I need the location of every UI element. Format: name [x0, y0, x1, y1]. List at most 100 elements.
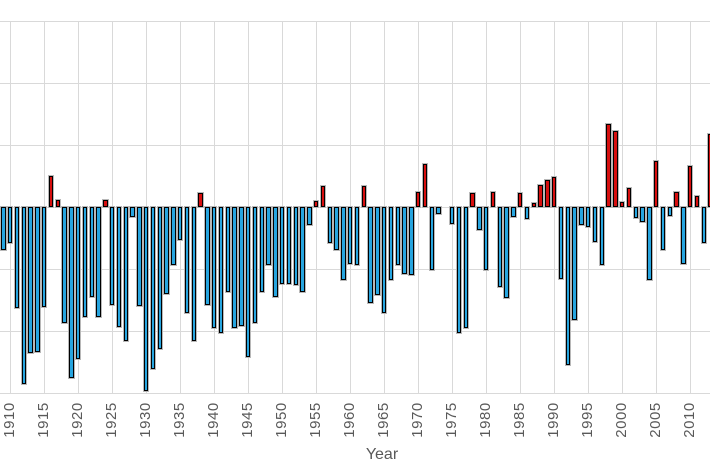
- bar-1991: [557, 205, 565, 280]
- x-tick-label-1950: 1950: [273, 402, 291, 438]
- vertical-gridline: [486, 21, 488, 393]
- bar-1979: [476, 205, 483, 232]
- bar-1967: [394, 205, 402, 267]
- bar-1914: [34, 205, 41, 353]
- x-tick-label-1995: 1995: [579, 402, 597, 438]
- vertical-gridline: [180, 21, 182, 393]
- bar-1913: [27, 205, 34, 354]
- bar-2004: [646, 205, 653, 281]
- bar-1959: [340, 205, 347, 281]
- bar-1983: [503, 205, 510, 300]
- bar-1966: [387, 205, 395, 281]
- x-axis-title: Year: [365, 446, 399, 463]
- vertical-gridline: [214, 21, 216, 393]
- bar-2002: [632, 205, 640, 219]
- vertical-gridline: [350, 21, 352, 393]
- bar-1995: [584, 205, 592, 228]
- bar-1999: [612, 130, 619, 208]
- bar-1932: [156, 205, 164, 351]
- bar-1916: [47, 175, 55, 208]
- bar-1980: [482, 205, 490, 271]
- bar-1928: [129, 205, 136, 218]
- x-tick-label-1975: 1975: [443, 402, 461, 438]
- bar-1939: [204, 205, 211, 306]
- bar-1912: [20, 205, 28, 385]
- bar-1956: [319, 184, 327, 208]
- bar-2007: [666, 205, 674, 217]
- horizontal-gridline: [0, 145, 710, 146]
- bar-1992: [564, 205, 572, 367]
- bar-1911: [13, 205, 21, 310]
- bar-1952: [292, 205, 300, 286]
- bar-1970: [414, 191, 422, 208]
- bar-1915: [40, 205, 48, 309]
- bar-1925: [108, 205, 116, 306]
- bar-1954: [306, 205, 313, 227]
- bar-1963: [367, 205, 374, 305]
- bar-1985: [516, 192, 524, 208]
- x-tick-label-1920: 1920: [69, 402, 87, 438]
- vertical-gridline: [588, 21, 590, 393]
- bar-1988: [537, 183, 544, 208]
- bar-1965: [380, 205, 388, 315]
- bar-1936: [183, 205, 191, 315]
- bar-1931: [149, 205, 157, 371]
- horizontal-gridline: [0, 392, 710, 394]
- bar-1946: [251, 205, 259, 325]
- bar-1934: [170, 205, 177, 267]
- x-tick-label-1935: 1935: [171, 402, 189, 438]
- bar-1975: [448, 205, 456, 226]
- bar-1984: [510, 205, 517, 218]
- vertical-gridline: [282, 21, 284, 393]
- x-tick-label-1925: 1925: [103, 402, 121, 438]
- bar-1917: [54, 198, 62, 208]
- bar-1961: [353, 205, 361, 267]
- horizontal-gridline: [0, 330, 710, 332]
- x-tick-label-2005: 2005: [647, 402, 665, 438]
- bar-2013: [707, 132, 710, 208]
- bar-1971: [421, 162, 429, 208]
- x-tick-label-2000: 2000: [613, 402, 631, 438]
- vertical-gridline: [44, 21, 46, 393]
- bar-1955: [312, 199, 320, 208]
- bar-1909: [0, 205, 7, 252]
- horizontal-gridline: [0, 268, 710, 270]
- bar-1942: [224, 205, 232, 294]
- x-tick-label-1955: 1955: [307, 402, 325, 438]
- bar-1935: [176, 205, 184, 242]
- bar-1957: [326, 205, 334, 244]
- bar-1973: [435, 205, 442, 216]
- bar-1943: [231, 205, 238, 330]
- x-tick-label-1940: 1940: [205, 402, 223, 438]
- bar-1933: [163, 205, 170, 295]
- bar-1951: [285, 205, 293, 285]
- bar-2011: [693, 194, 701, 208]
- horizontal-gridline: [0, 21, 710, 23]
- bar-1927: [122, 205, 130, 342]
- bar-1993: [571, 205, 578, 321]
- bar-2006: [659, 205, 667, 252]
- bar-1998: [605, 123, 612, 208]
- bar-1919: [68, 205, 75, 379]
- bar-1945: [244, 205, 252, 358]
- bar-1997: [598, 205, 606, 267]
- bar-1944: [238, 205, 245, 327]
- bar-1977: [462, 205, 470, 330]
- bar-1986: [523, 205, 531, 221]
- x-tick-label-1960: 1960: [341, 402, 359, 438]
- bar-1972: [428, 205, 436, 271]
- bar-1969: [408, 205, 415, 276]
- vertical-gridline: [452, 21, 454, 393]
- bar-1962: [360, 184, 368, 208]
- x-tick-label-1965: 1965: [375, 402, 393, 438]
- bar-2009: [680, 205, 687, 265]
- vertical-gridline: [112, 21, 114, 393]
- bar-1987: [530, 202, 538, 208]
- bar-1930: [142, 205, 150, 393]
- bar-2001: [625, 187, 633, 208]
- bar-2008: [673, 191, 680, 208]
- x-tick-label-1980: 1980: [477, 402, 495, 438]
- bar-1989: [544, 178, 551, 208]
- bar-1924: [102, 198, 109, 208]
